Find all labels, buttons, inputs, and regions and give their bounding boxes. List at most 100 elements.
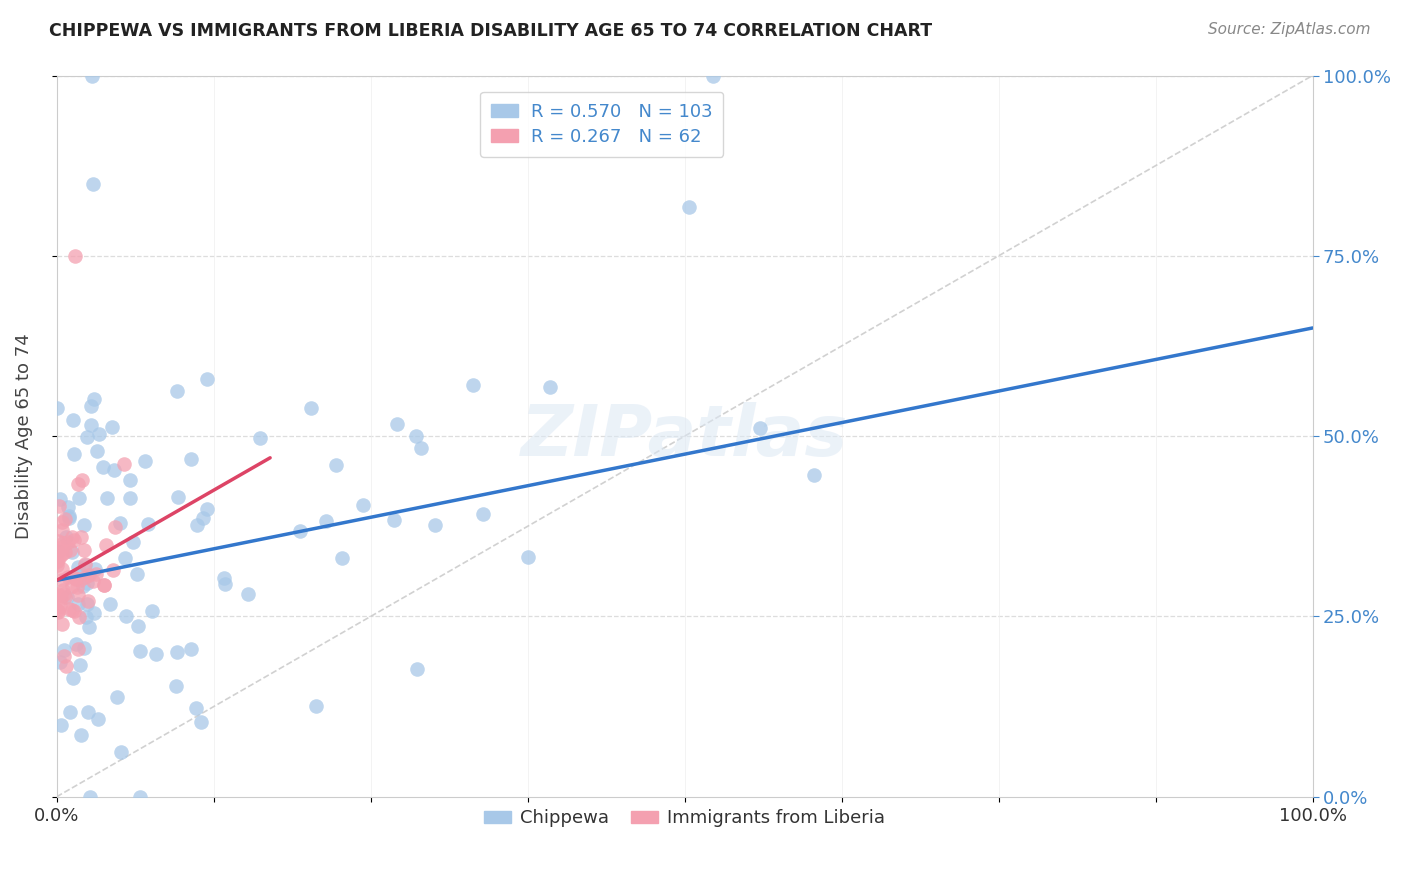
Point bbox=[79, 568, 101, 582]
Point bbox=[166, 490, 188, 504]
Point bbox=[82, 574, 104, 589]
Point bbox=[96, 491, 118, 506]
Point bbox=[49, 717, 72, 731]
Point bbox=[63, 604, 86, 618]
Point bbox=[288, 524, 311, 538]
Point bbox=[51, 617, 73, 632]
Point bbox=[46, 604, 69, 618]
Point bbox=[55, 512, 77, 526]
Point bbox=[409, 441, 432, 455]
Point bbox=[352, 498, 374, 512]
Point bbox=[83, 606, 105, 620]
Point bbox=[73, 558, 96, 572]
Legend: Chippewa, Immigrants from Liberia: Chippewa, Immigrants from Liberia bbox=[477, 802, 893, 835]
Point bbox=[76, 430, 98, 444]
Point bbox=[67, 642, 90, 657]
Text: ZIPatlas: ZIPatlas bbox=[520, 401, 848, 471]
Point bbox=[53, 590, 76, 604]
Point bbox=[58, 602, 80, 616]
Point bbox=[62, 579, 84, 593]
Point bbox=[212, 571, 235, 585]
Point bbox=[110, 516, 132, 530]
Point bbox=[77, 705, 100, 719]
Point bbox=[77, 620, 100, 634]
Point bbox=[195, 372, 218, 386]
Point bbox=[69, 728, 91, 742]
Point bbox=[325, 458, 347, 472]
Point bbox=[67, 588, 90, 602]
Point bbox=[101, 563, 124, 577]
Point bbox=[51, 515, 73, 529]
Point bbox=[65, 572, 87, 586]
Point bbox=[60, 545, 83, 559]
Point bbox=[77, 568, 100, 582]
Point bbox=[69, 530, 91, 544]
Point bbox=[516, 549, 538, 564]
Point bbox=[118, 491, 141, 505]
Point bbox=[145, 647, 167, 661]
Point bbox=[49, 655, 72, 669]
Point bbox=[75, 610, 97, 624]
Point bbox=[45, 401, 67, 416]
Point bbox=[100, 598, 122, 612]
Point bbox=[56, 500, 79, 514]
Point bbox=[127, 567, 149, 582]
Point bbox=[63, 533, 86, 548]
Point bbox=[136, 517, 159, 532]
Point bbox=[46, 544, 69, 558]
Point bbox=[48, 499, 70, 513]
Point bbox=[52, 583, 75, 598]
Point bbox=[80, 69, 103, 83]
Point bbox=[53, 587, 76, 601]
Point bbox=[69, 491, 91, 505]
Point bbox=[472, 508, 495, 522]
Point bbox=[129, 789, 152, 804]
Point bbox=[56, 534, 79, 549]
Point bbox=[101, 420, 124, 434]
Point bbox=[330, 550, 353, 565]
Point bbox=[46, 589, 69, 603]
Point bbox=[114, 550, 136, 565]
Point bbox=[405, 429, 427, 443]
Point bbox=[82, 177, 104, 191]
Point bbox=[190, 715, 212, 730]
Point bbox=[46, 587, 69, 601]
Point bbox=[69, 657, 91, 672]
Point bbox=[65, 571, 87, 585]
Point bbox=[93, 578, 115, 592]
Point bbox=[249, 431, 271, 445]
Point bbox=[51, 547, 73, 561]
Point bbox=[48, 599, 70, 613]
Point bbox=[104, 520, 127, 534]
Point bbox=[46, 534, 69, 549]
Point bbox=[425, 518, 447, 533]
Point bbox=[62, 447, 84, 461]
Point bbox=[86, 444, 108, 458]
Point bbox=[58, 509, 80, 524]
Text: Source: ZipAtlas.com: Source: ZipAtlas.com bbox=[1208, 22, 1371, 37]
Point bbox=[67, 477, 90, 491]
Point bbox=[86, 712, 108, 726]
Point bbox=[49, 491, 72, 506]
Point bbox=[195, 502, 218, 516]
Point bbox=[55, 591, 77, 605]
Point bbox=[60, 530, 83, 544]
Point bbox=[112, 458, 135, 472]
Point bbox=[62, 413, 84, 427]
Point bbox=[48, 551, 70, 566]
Point bbox=[702, 69, 724, 83]
Point bbox=[385, 417, 408, 432]
Point bbox=[186, 701, 208, 715]
Point bbox=[46, 554, 69, 568]
Point bbox=[55, 659, 77, 673]
Point bbox=[93, 578, 115, 592]
Point bbox=[214, 577, 236, 591]
Point bbox=[103, 463, 125, 477]
Point bbox=[129, 644, 152, 658]
Point bbox=[105, 690, 128, 704]
Point bbox=[62, 671, 84, 685]
Text: CHIPPEWA VS IMMIGRANTS FROM LIBERIA DISABILITY AGE 65 TO 74 CORRELATION CHART: CHIPPEWA VS IMMIGRANTS FROM LIBERIA DISA… bbox=[49, 22, 932, 40]
Point bbox=[803, 467, 825, 482]
Point bbox=[65, 637, 87, 651]
Point bbox=[299, 401, 322, 415]
